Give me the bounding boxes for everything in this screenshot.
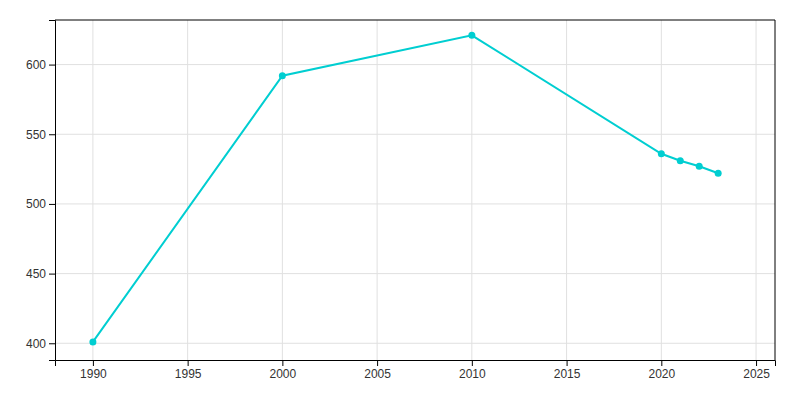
x-tick-mark	[472, 360, 473, 366]
x-axis: 1990 1995 2000 2005 2010 2015 2020 2025	[56, 360, 776, 381]
y-tick-mark	[49, 134, 55, 135]
x-tick-label: 1995	[175, 367, 202, 381]
x-tick-label: 2010	[459, 367, 486, 381]
y-tick: 600	[26, 58, 55, 72]
y-tick-label: 450	[26, 267, 46, 281]
x-tick: 1990	[80, 360, 107, 381]
y-grid-line	[55, 273, 775, 274]
grid	[55, 20, 775, 360]
y-axis-line	[49, 21, 56, 361]
x-grid-line	[187, 20, 188, 360]
x-tick-mark	[282, 360, 283, 366]
x-grid-line	[92, 20, 93, 360]
point	[696, 163, 703, 170]
x-tick-mark	[567, 360, 568, 366]
x-tick-mark	[661, 360, 662, 366]
y-grid-line	[55, 343, 775, 344]
plot-area: 1990 1995 2000 2005 2010 2015 2020 2025 400 450 50…	[26, 20, 776, 381]
frame-top	[55, 20, 775, 21]
x-grid-line	[756, 20, 757, 360]
y-grid-line	[55, 134, 775, 135]
point	[468, 32, 475, 39]
x-grid-line	[471, 20, 472, 360]
x-tick-mark	[93, 360, 94, 366]
x-grid-line	[661, 20, 662, 360]
frame-right	[775, 20, 776, 360]
x-tick-label: 2015	[554, 367, 581, 381]
x-tick: 2000	[270, 360, 297, 381]
y-grid-line	[55, 64, 775, 65]
y-tick: 550	[26, 128, 55, 142]
y-tick-label: 550	[26, 128, 46, 142]
x-tick-label: 1990	[80, 367, 107, 381]
y-tick: 450	[26, 267, 55, 281]
point	[658, 150, 665, 157]
x-tick-mark	[377, 360, 378, 366]
x-axis-line	[56, 361, 776, 367]
x-tick-mark	[188, 360, 189, 366]
x-grid-line	[282, 20, 283, 360]
marks	[89, 32, 721, 346]
y-tick: 400	[26, 337, 55, 351]
y-grid-line	[55, 203, 775, 204]
x-tick-label: 2020	[648, 367, 675, 381]
y-tick-mark	[49, 204, 55, 205]
y-axis: 400 450 500 550 600	[26, 21, 56, 361]
y-tick-mark	[49, 274, 55, 275]
point	[715, 170, 722, 177]
point	[279, 72, 286, 79]
y-tick-mark	[49, 65, 55, 66]
y-tick-label: 600	[26, 58, 46, 72]
y-tick-label: 500	[26, 197, 46, 211]
x-tick: 2020	[648, 360, 675, 381]
x-grid-line	[377, 20, 378, 360]
y-tick-label: 400	[26, 337, 46, 351]
x-tick: 2010	[459, 360, 486, 381]
x-tick-label: 2005	[364, 367, 391, 381]
y-tick: 500	[26, 197, 55, 211]
x-tick-label: 2000	[270, 367, 297, 381]
x-tick: 2005	[364, 360, 391, 381]
y-tick-mark	[49, 343, 55, 344]
point	[677, 157, 684, 164]
x-tick-mark	[756, 360, 757, 366]
x-grid-line	[566, 20, 567, 360]
point	[89, 338, 96, 345]
x-tick: 2025	[743, 360, 770, 381]
x-tick: 2015	[554, 360, 581, 381]
x-tick: 1995	[175, 360, 202, 381]
chart: 1990 1995 2000 2005 2010 2015 2020 2025 400 450 50…	[0, 0, 800, 400]
line	[93, 35, 718, 342]
x-tick-label: 2025	[743, 367, 770, 381]
